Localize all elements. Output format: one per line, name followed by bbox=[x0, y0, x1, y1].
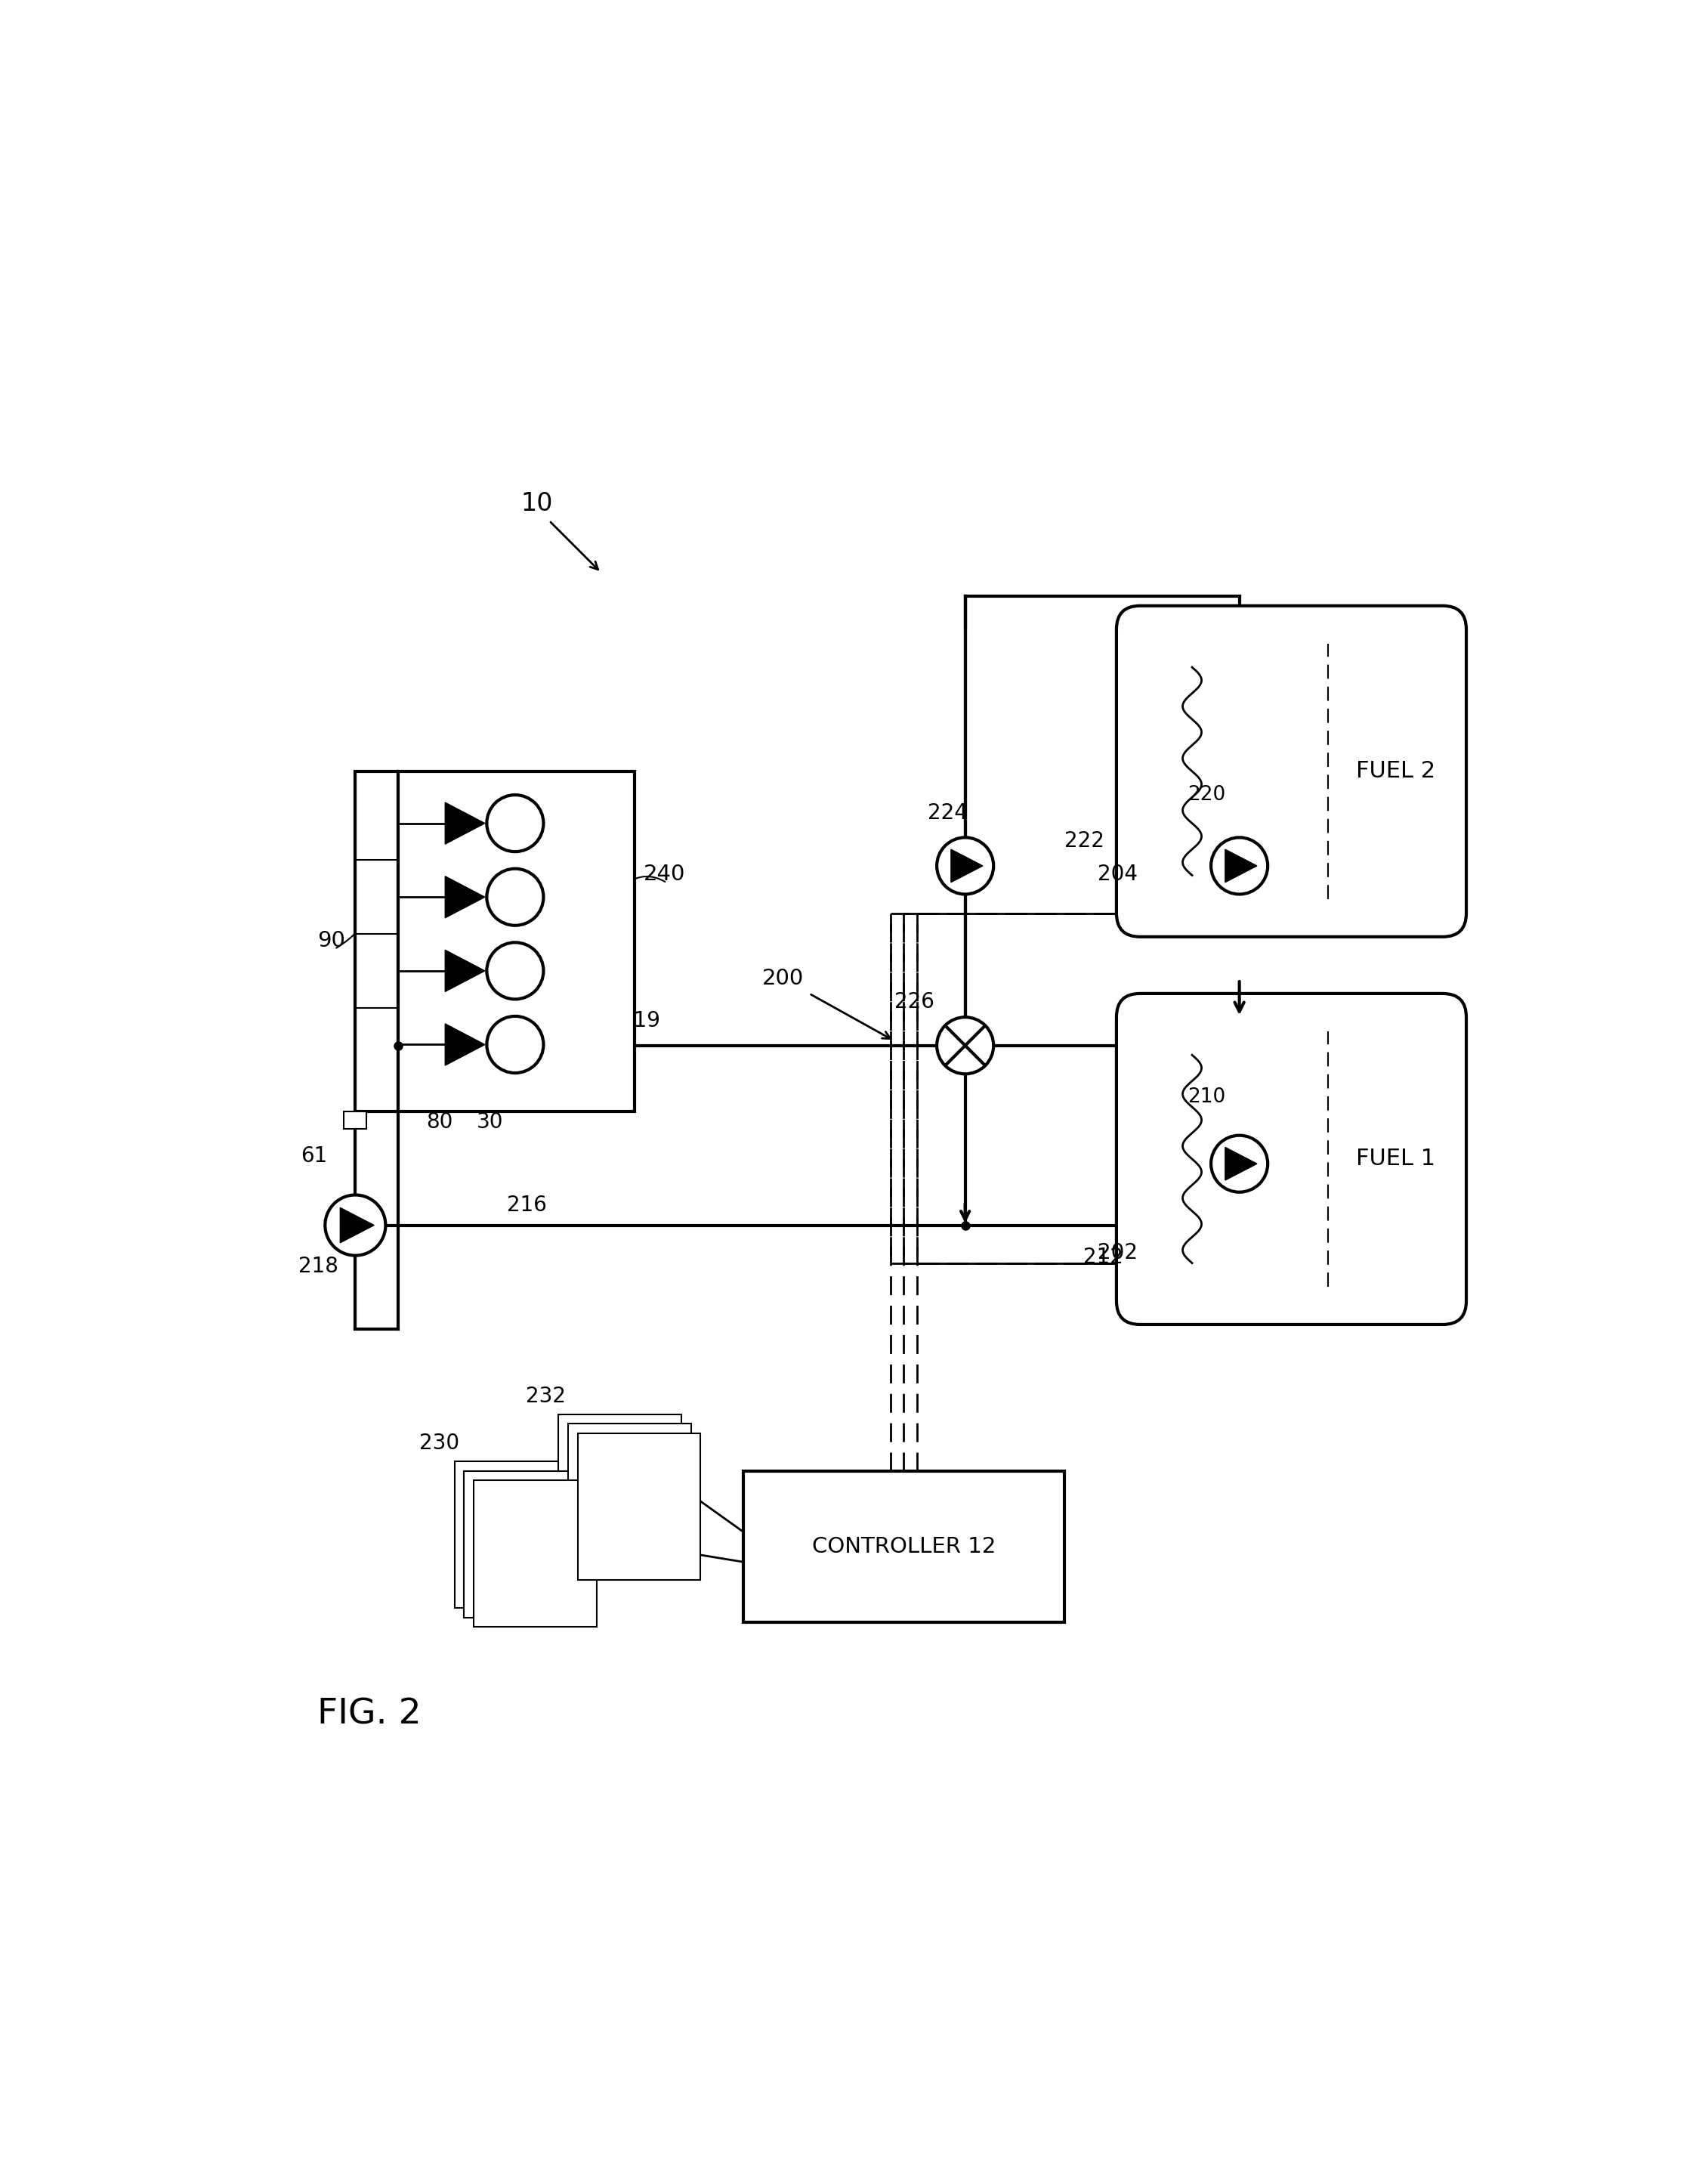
Bar bbox=[355, 770, 398, 1112]
Polygon shape bbox=[446, 1024, 485, 1065]
FancyBboxPatch shape bbox=[1117, 606, 1465, 937]
Text: 90: 90 bbox=[318, 931, 345, 950]
Text: 232: 232 bbox=[526, 1385, 565, 1407]
Text: 10: 10 bbox=[521, 491, 553, 515]
Text: 224: 224 bbox=[927, 803, 967, 822]
Text: 230: 230 bbox=[420, 1433, 459, 1454]
Polygon shape bbox=[446, 950, 485, 991]
Polygon shape bbox=[446, 803, 485, 844]
Polygon shape bbox=[1225, 1147, 1257, 1179]
Bar bbox=[569, 1424, 692, 1571]
Polygon shape bbox=[1225, 850, 1257, 883]
Text: 30: 30 bbox=[477, 1112, 504, 1132]
Polygon shape bbox=[446, 876, 485, 918]
Text: A: A bbox=[611, 1476, 629, 1500]
Bar bbox=[559, 1415, 681, 1560]
Text: 212: 212 bbox=[1083, 1246, 1124, 1268]
Text: 222: 222 bbox=[1064, 831, 1105, 853]
Bar bbox=[577, 1433, 700, 1580]
Text: FUEL 2: FUEL 2 bbox=[1356, 760, 1435, 781]
Text: CONTROLLER 12: CONTROLLER 12 bbox=[811, 1536, 996, 1558]
FancyBboxPatch shape bbox=[1117, 993, 1465, 1324]
Text: 226: 226 bbox=[895, 991, 934, 1013]
Text: 200: 200 bbox=[762, 967, 804, 989]
Text: 210: 210 bbox=[1187, 1086, 1225, 1108]
Polygon shape bbox=[340, 1208, 374, 1242]
Circle shape bbox=[936, 837, 994, 894]
Text: 61: 61 bbox=[301, 1145, 328, 1166]
Text: 204: 204 bbox=[1098, 863, 1138, 885]
Text: FUEL 1: FUEL 1 bbox=[1356, 1149, 1435, 1171]
Circle shape bbox=[325, 1195, 386, 1255]
Circle shape bbox=[1211, 1136, 1267, 1192]
Bar bbox=[473, 1480, 596, 1627]
Text: FIG. 2: FIG. 2 bbox=[318, 1697, 422, 1731]
Circle shape bbox=[1211, 837, 1267, 894]
Text: 80: 80 bbox=[427, 1112, 453, 1132]
Circle shape bbox=[936, 1017, 994, 1073]
Text: 218: 218 bbox=[299, 1255, 338, 1277]
Text: 202: 202 bbox=[1098, 1242, 1138, 1264]
Bar bbox=[743, 1472, 1064, 1623]
Bar bbox=[398, 770, 634, 1112]
Text: SI: SI bbox=[506, 1523, 526, 1545]
Bar bbox=[343, 1112, 367, 1130]
Text: 216: 216 bbox=[507, 1195, 547, 1216]
Text: 220: 220 bbox=[1187, 786, 1225, 805]
Bar bbox=[465, 1472, 588, 1619]
Text: 219: 219 bbox=[620, 1011, 659, 1032]
Polygon shape bbox=[951, 850, 982, 883]
Bar bbox=[454, 1461, 577, 1608]
Text: 240: 240 bbox=[644, 863, 685, 885]
